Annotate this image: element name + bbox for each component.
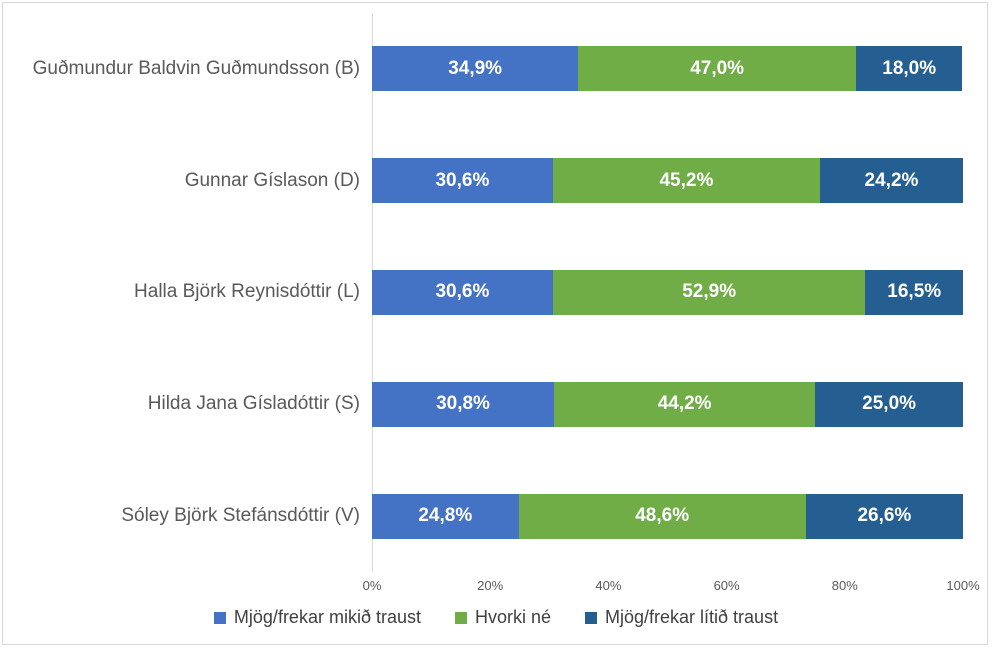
bar-segment: 44,2% [554,381,816,427]
x-tick-label: 20% [477,578,504,593]
data-label: 34,9% [448,57,503,79]
bar-row: Guðmundur Baldvin Guðmundsson (B) 34,9% 47… [3,13,989,125]
bar-track: 30,6% 52,9% 16,5% [372,269,963,315]
bar-segment: 48,6% [518,493,806,539]
bar-track: 30,8% 44,2% 25,0% [372,381,963,427]
bar-segment: 26,6% [805,493,963,539]
bar-segment: 45,2% [552,158,820,204]
category-label: Gunnar Gíslason (D) [184,169,360,191]
x-tick-label: 40% [595,578,622,593]
data-label: 48,6% [635,505,690,527]
legend-item-litid-traust: Mjög/frekar lítið traust [585,607,778,628]
x-tick-label: 0% [362,578,382,593]
legend: Mjög/frekar mikið traust Hvorki né Mjög/… [3,607,989,628]
data-label: 30,8% [436,393,490,415]
bar-track: 30,6% 45,2% 24,2% [372,158,963,204]
data-label: 25,0% [862,393,917,415]
bar-rows-container: Guðmundur Baldvin Guðmundsson (B) 34,9% 47… [3,13,989,572]
legend-item-mikid-traust: Mjög/frekar mikið traust [213,607,421,628]
data-label: 24,2% [864,169,919,191]
bar-segment: 47,0% [578,46,857,92]
bar-segment: 30,6% [372,269,553,315]
data-label: 24,8% [418,505,473,527]
data-label: 52,9% [682,281,737,303]
x-axis: 0% 20% 40% 60% 80% 100% [363,578,980,596]
category-label: Halla Björk Reynisdóttir (L) [134,281,360,303]
legend-swatch-blue-icon [213,611,226,624]
legend-swatch-green-icon [454,611,467,624]
bar-row: Hilda Jana Gísladóttir (S) 30,8% 44,2% 25,0… [3,348,989,460]
x-tick-label: 60% [713,578,740,593]
data-label: 30,6% [435,169,490,191]
category-label: Sóley Björk Stefánsdóttir (V) [121,505,360,527]
legend-label: Hvorki né [474,607,552,627]
x-tick-label: 100% [946,578,980,593]
bar-track: 24,8% 48,6% 26,6% [372,493,963,539]
legend-item-hvorki-ne: Hvorki né [454,607,552,628]
legend-swatch-darkblue-icon [585,611,598,624]
legend-label: Mjög/frekar mikið traust [233,607,421,627]
bar-segment: 24,2% [819,158,963,204]
data-label: 16,5% [887,281,942,303]
bar-track: 34,9% 47,0% 18,0% [372,46,963,92]
data-label: 44,2% [657,393,712,415]
bar-segment: 30,8% [372,381,555,427]
bar-segment: 18,0% [856,46,963,92]
data-label: 26,6% [857,505,912,527]
data-label: 30,6% [435,281,490,303]
bar-segment: 30,6% [372,158,553,204]
category-label: Hilda Jana Gísladóttir (S) [147,393,360,415]
bar-row: Sóley Björk Stefánsdóttir (V) 24,8% 48,6% 2… [3,460,989,572]
data-label: 45,2% [659,169,714,191]
bar-segment: 16,5% [865,269,963,315]
category-label: Guðmundur Baldvin Guðmundsson (B) [32,57,360,79]
bar-segment: 25,0% [815,381,963,427]
x-tick-label: 80% [831,578,858,593]
data-label: 18,0% [882,57,937,79]
bar-row: Gunnar Gíslason (D) 30,6% 45,2% 24,2% [3,125,989,237]
bar-segment: 24,8% [372,493,519,539]
bar-segment: 52,9% [552,269,866,315]
bar-segment: 34,9% [372,46,579,92]
legend-label: Mjög/frekar lítið traust [605,607,779,627]
data-label: 47,0% [690,57,745,79]
bar-row: Halla Björk Reynisdóttir (L) 30,6% 52,9% 16… [3,237,989,349]
